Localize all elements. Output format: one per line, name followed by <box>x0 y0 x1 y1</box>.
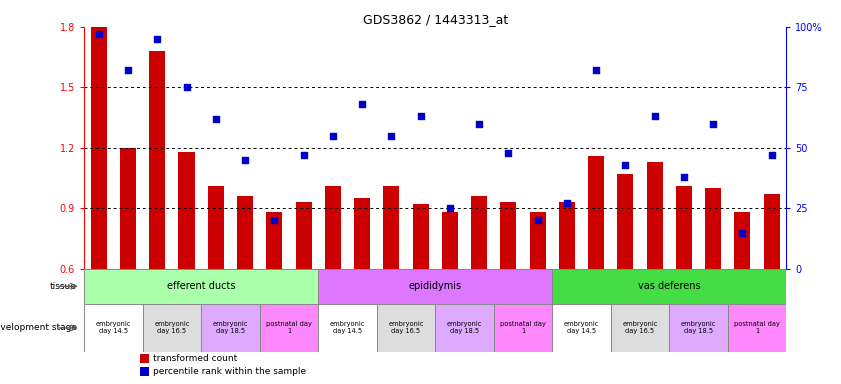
Point <box>443 205 457 212</box>
Bar <box>553 304 611 352</box>
Point <box>677 174 690 180</box>
Text: embryonic
day 14.5: embryonic day 14.5 <box>563 321 599 334</box>
Bar <box>140 367 149 376</box>
Point <box>238 157 251 163</box>
Bar <box>383 186 399 269</box>
Point <box>209 116 223 122</box>
Point <box>473 121 486 127</box>
Text: transformed count: transformed count <box>153 354 237 362</box>
Point <box>121 67 135 73</box>
Point <box>619 162 632 168</box>
Point <box>92 31 105 37</box>
Text: postnatal day
1: postnatal day 1 <box>500 321 546 334</box>
Text: embryonic
day 18.5: embryonic day 18.5 <box>681 321 717 334</box>
Point <box>326 133 340 139</box>
Point <box>501 150 515 156</box>
Bar <box>267 212 283 269</box>
Bar <box>354 198 370 269</box>
Text: embryonic
day 16.5: embryonic day 16.5 <box>154 321 189 334</box>
Point <box>356 101 369 108</box>
Bar <box>260 304 318 352</box>
Text: embryonic
day 18.5: embryonic day 18.5 <box>447 321 482 334</box>
Point <box>531 217 544 223</box>
Bar <box>617 174 633 269</box>
Point <box>384 133 398 139</box>
Bar <box>442 212 458 269</box>
Point <box>765 152 779 158</box>
Bar <box>436 304 494 352</box>
Text: embryonic
day 16.5: embryonic day 16.5 <box>389 321 424 334</box>
Text: efferent ducts: efferent ducts <box>167 281 235 291</box>
Bar <box>143 304 201 352</box>
Point <box>706 121 720 127</box>
Bar <box>413 204 429 269</box>
Text: embryonic
day 14.5: embryonic day 14.5 <box>330 321 365 334</box>
Bar <box>140 354 149 362</box>
Bar <box>611 304 669 352</box>
Bar <box>530 212 546 269</box>
Point <box>151 36 164 42</box>
Point <box>180 84 193 91</box>
Text: embryonic
day 18.5: embryonic day 18.5 <box>213 321 248 334</box>
Bar <box>237 196 253 269</box>
Text: vas deferens: vas deferens <box>638 281 701 291</box>
Text: development stage: development stage <box>0 323 77 333</box>
Bar <box>588 156 604 269</box>
Point <box>297 152 310 158</box>
Title: GDS3862 / 1443313_at: GDS3862 / 1443313_at <box>362 13 508 26</box>
Bar <box>500 202 516 269</box>
Bar <box>377 304 436 352</box>
Bar <box>558 202 575 269</box>
Point <box>590 67 603 73</box>
Bar <box>494 304 553 352</box>
Bar <box>764 194 780 269</box>
Bar <box>647 162 663 269</box>
Bar <box>553 269 786 304</box>
Text: percentile rank within the sample: percentile rank within the sample <box>153 367 306 376</box>
Point <box>560 200 574 207</box>
Bar <box>318 269 553 304</box>
Bar <box>201 304 260 352</box>
Text: epididymis: epididymis <box>409 281 462 291</box>
Bar <box>120 148 136 269</box>
Bar <box>84 304 143 352</box>
Bar <box>84 269 318 304</box>
Bar <box>325 186 341 269</box>
Bar <box>734 212 750 269</box>
Point <box>414 113 427 119</box>
Text: postnatal day
1: postnatal day 1 <box>734 321 780 334</box>
Point <box>267 217 281 223</box>
Bar <box>471 196 487 269</box>
Bar <box>178 152 194 269</box>
Bar <box>91 27 107 269</box>
Text: tissue: tissue <box>50 282 77 291</box>
Bar <box>295 202 312 269</box>
Text: postnatal day
1: postnatal day 1 <box>266 321 312 334</box>
Point <box>736 230 749 236</box>
Bar <box>676 186 692 269</box>
Bar <box>208 186 224 269</box>
Bar <box>318 304 377 352</box>
Bar <box>149 51 166 269</box>
Bar <box>727 304 786 352</box>
Point <box>648 113 661 119</box>
Text: embryonic
day 16.5: embryonic day 16.5 <box>622 321 658 334</box>
Text: embryonic
day 14.5: embryonic day 14.5 <box>96 321 131 334</box>
Bar <box>705 188 722 269</box>
Bar <box>669 304 727 352</box>
